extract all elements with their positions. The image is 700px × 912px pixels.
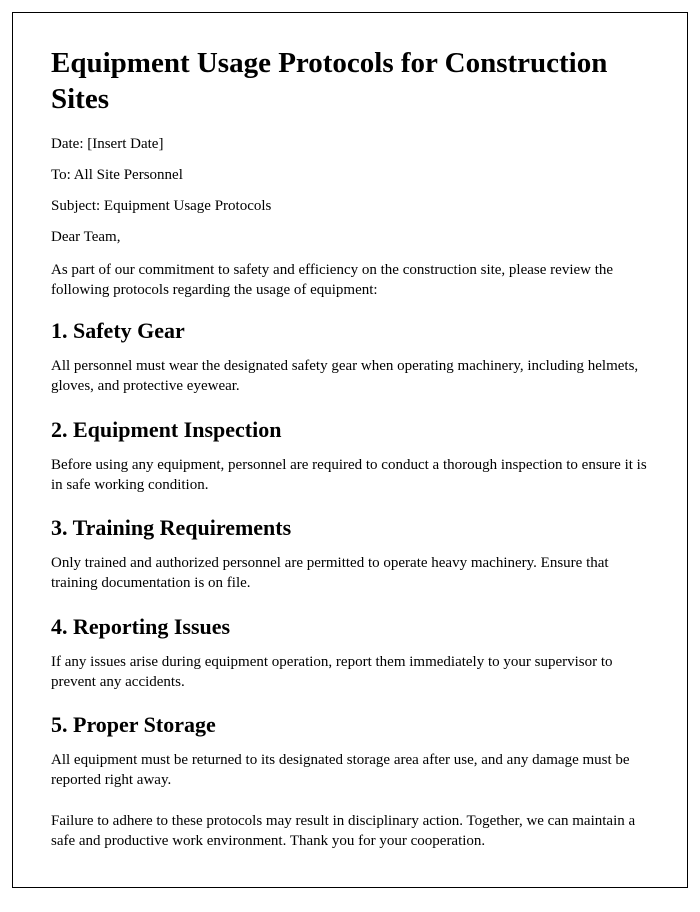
section-body: If any issues arise during equipment ope…	[51, 652, 649, 693]
closing-paragraph: Failure to adhere to these protocols may…	[51, 811, 649, 852]
section-heading: 3. Training Requirements	[51, 515, 649, 541]
date-line: Date: [Insert Date]	[51, 136, 649, 153]
section-heading: 1. Safety Gear	[51, 318, 649, 344]
section-body: All equipment must be returned to its de…	[51, 750, 649, 791]
section-body: Only trained and authorized personnel ar…	[51, 553, 649, 594]
document-title: Equipment Usage Protocols for Constructi…	[51, 45, 649, 118]
intro-paragraph: As part of our commitment to safety and …	[51, 260, 649, 301]
section-heading: 2. Equipment Inspection	[51, 417, 649, 443]
section-body: All personnel must wear the designated s…	[51, 356, 649, 397]
subject-line: Subject: Equipment Usage Protocols	[51, 198, 649, 215]
section-heading: 4. Reporting Issues	[51, 614, 649, 640]
to-line: To: All Site Personnel	[51, 167, 649, 184]
salutation: Dear Team,	[51, 229, 649, 246]
document-page: Equipment Usage Protocols for Constructi…	[12, 12, 688, 888]
section-heading: 5. Proper Storage	[51, 712, 649, 738]
section-body: Before using any equipment, personnel ar…	[51, 455, 649, 496]
